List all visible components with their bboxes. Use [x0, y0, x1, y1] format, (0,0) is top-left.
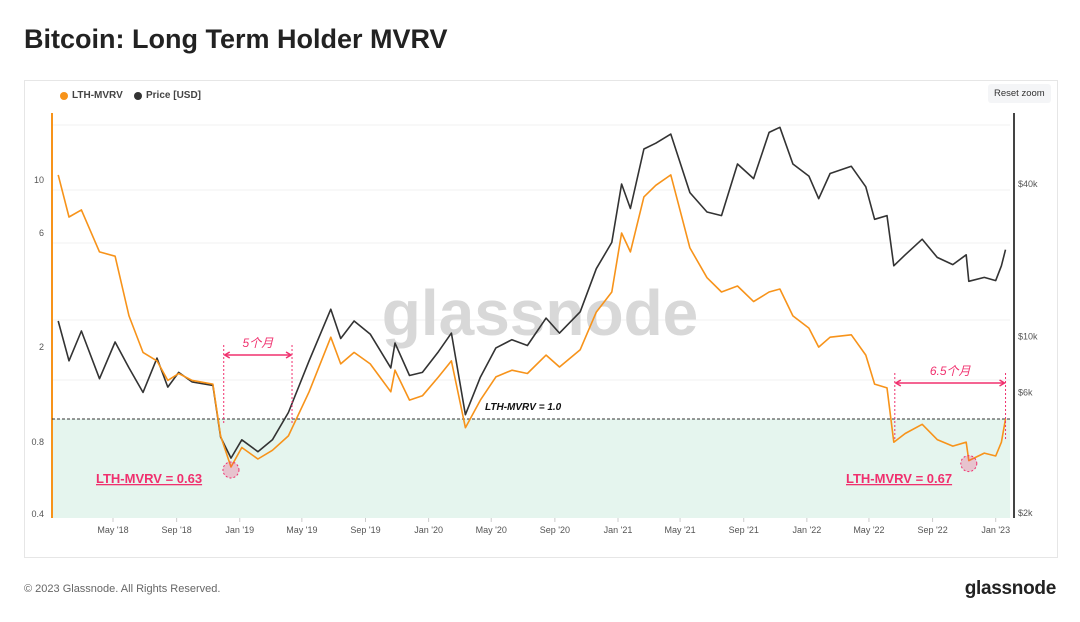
x-tick-label: Jan '19 [225, 525, 254, 535]
right-tick-label: $2k [1018, 508, 1033, 518]
series-lth-mvrv [57, 174, 1007, 468]
arrow-head-icon [894, 379, 1006, 387]
arrow-head-icon [223, 351, 293, 359]
left-tick-label: 0.8 [31, 437, 44, 447]
right-tick-label: $6k [1018, 387, 1033, 397]
duration-label: 5个月 [243, 336, 275, 350]
x-tick-label: Jan '23 [981, 525, 1010, 535]
low-point-marker [960, 455, 978, 473]
x-tick-label: May '21 [664, 525, 695, 535]
page-title: Bitcoin: Long Term Holder MVRV [24, 24, 448, 54]
duration-label: 6.5个月 [930, 364, 972, 378]
legend-label: LTH-MVRV [72, 90, 123, 101]
x-tick-label: Jan '20 [414, 525, 443, 535]
x-tick-label: May '18 [97, 525, 128, 535]
chart-panel [24, 80, 1058, 558]
left-tick-label: 0.4 [31, 509, 44, 519]
callout-label: LTH-MVRV = 0.63 [96, 471, 202, 486]
threshold-label: LTH-MVRV = 1.0 [485, 402, 562, 413]
x-tick-label: Sep '18 [162, 525, 192, 535]
left-tick-label: 6 [39, 228, 44, 238]
below-one-zone [52, 419, 1010, 518]
x-tick-label: Sep '21 [729, 525, 759, 535]
legend-item-price[interactable]: Price [USD] [134, 90, 201, 101]
x-tick-label: Jan '21 [604, 525, 633, 535]
x-tick-label: Sep '22 [917, 525, 947, 535]
legend-dot [60, 91, 68, 100]
right-tick-label: $10k [1018, 331, 1038, 341]
legend-item-lth-mvrv[interactable]: LTH-MVRV [60, 90, 123, 101]
x-tick-label: May '19 [286, 525, 317, 535]
copyright: © 2023 Glassnode. All Rights Reserved. [24, 583, 221, 595]
low-point-marker [222, 461, 240, 479]
left-tick-label: 10 [34, 175, 44, 185]
x-tick-label: Sep '20 [540, 525, 570, 535]
x-tick-label: May '22 [853, 525, 884, 535]
right-tick-label: $40k [1018, 179, 1038, 189]
watermark: glassnode [382, 277, 699, 349]
left-tick-label: 2 [39, 342, 44, 352]
x-tick-label: Jan '22 [792, 525, 821, 535]
reset-zoom-button[interactable]: Reset zoom [988, 84, 1051, 103]
legend-label: Price [USD] [146, 90, 202, 101]
callout-label: LTH-MVRV = 0.67 [846, 471, 952, 486]
x-tick-label: May '20 [476, 525, 507, 535]
brand-logo: glassnode [964, 578, 1057, 599]
x-tick-label: Sep '19 [350, 525, 380, 535]
legend-dot [134, 91, 142, 100]
